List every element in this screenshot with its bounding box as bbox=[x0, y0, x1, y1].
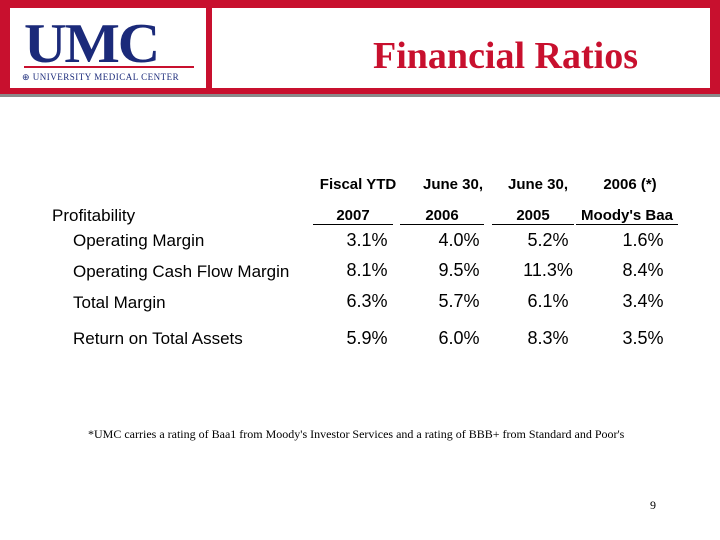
col-header-2005-year: 2005 bbox=[492, 207, 574, 225]
umc-logo: UMC ⊕ UNIVERSITY MEDICAL CENTER bbox=[10, 8, 206, 88]
row-label: Return on Total Assets bbox=[73, 329, 243, 348]
cell-value: 8.1% bbox=[346, 260, 388, 280]
cell-value: 3.5% bbox=[622, 328, 664, 348]
cell-value: 8.3% bbox=[527, 328, 569, 348]
page-title: Financial Ratios bbox=[373, 35, 638, 77]
cell-value: 1.6% bbox=[622, 230, 664, 250]
cell-value: 5.7% bbox=[438, 291, 480, 311]
page-number: 9 bbox=[650, 498, 656, 512]
cell-value: 3.1% bbox=[346, 230, 388, 250]
col-header-2006-year: 2006 bbox=[400, 207, 484, 225]
cell-value: 8.4% bbox=[622, 260, 664, 280]
header-divider bbox=[0, 94, 720, 97]
cell-value: 3.4% bbox=[622, 291, 664, 311]
cell-value: 9.5% bbox=[438, 260, 480, 280]
logo-wordmark: UMC bbox=[24, 13, 160, 75]
row-label: Operating Margin bbox=[73, 231, 205, 250]
cell-value: 5.9% bbox=[346, 328, 388, 348]
section-profitability: Profitability bbox=[52, 206, 136, 225]
col-header-2005-top: June 30, bbox=[507, 176, 569, 193]
col-header-ytd-year: 2007 bbox=[313, 207, 393, 225]
cell-value: 4.0% bbox=[438, 230, 480, 250]
cell-value: 5.2% bbox=[527, 230, 569, 250]
logo-subtitle: ⊕ UNIVERSITY MEDICAL CENTER bbox=[22, 72, 180, 82]
logo-rule bbox=[24, 66, 194, 68]
cell-value: 11.3% bbox=[523, 260, 573, 280]
cell-value: 6.1% bbox=[527, 291, 569, 311]
col-header-moodys-top: 2006 (*) bbox=[603, 176, 657, 193]
row-label: Operating Cash Flow Margin bbox=[73, 262, 290, 281]
title-panel: Financial Ratios bbox=[212, 8, 710, 88]
col-header-2006-top: June 30, bbox=[422, 176, 484, 193]
col-header-ytd-top: Fiscal YTD bbox=[319, 176, 397, 193]
footnote: *UMC carries a rating of Baa1 from Moody… bbox=[88, 427, 625, 441]
cell-value: 6.0% bbox=[438, 328, 480, 348]
cell-value: 6.3% bbox=[346, 291, 388, 311]
col-header-moodys-baa: Moody's Baa bbox=[576, 207, 678, 225]
row-label: Total Margin bbox=[73, 293, 166, 312]
